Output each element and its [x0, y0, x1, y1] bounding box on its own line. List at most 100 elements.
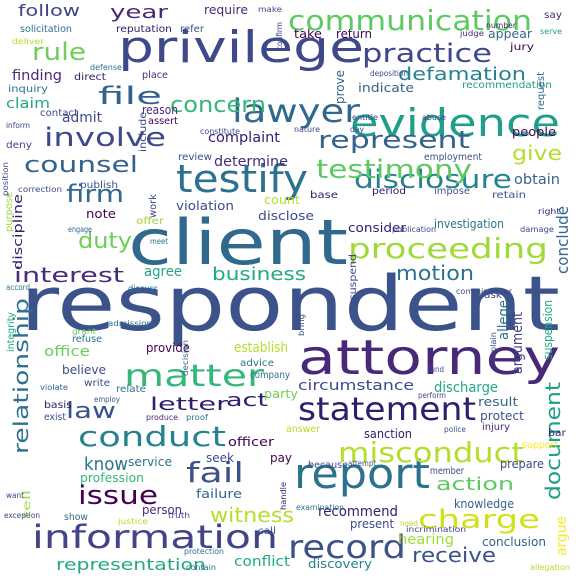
word: proof [186, 413, 208, 422]
word: give [512, 141, 562, 165]
word: relate [116, 384, 146, 395]
word: conclude [553, 206, 572, 274]
word: employ [94, 395, 120, 404]
word: business [212, 264, 306, 285]
word: prove [333, 70, 347, 104]
word: complaint [208, 130, 281, 146]
word: discovery [308, 557, 372, 571]
word: testify [176, 157, 308, 201]
word: information [32, 518, 278, 556]
word: assert [148, 116, 178, 127]
word: letter [150, 394, 229, 415]
word: request [536, 72, 547, 110]
word: allege [496, 300, 512, 340]
word: violation [176, 199, 234, 213]
word: refuse [72, 334, 102, 345]
word: ask [484, 290, 502, 301]
word: basis [44, 400, 72, 411]
word: examination [296, 503, 344, 512]
word: produce [146, 413, 178, 422]
word: confirm [275, 22, 284, 50]
word: right [538, 207, 560, 216]
word: conclusion [482, 535, 546, 549]
word: number [486, 21, 517, 30]
word: perform [418, 391, 446, 400]
word: exist [44, 412, 66, 423]
word: direct [74, 72, 106, 83]
word: bring [297, 314, 306, 336]
word: attempt [348, 459, 376, 468]
word: period [372, 186, 406, 197]
word: bar [548, 428, 567, 439]
word: law [66, 399, 116, 424]
word: note [86, 207, 116, 221]
word: grant [72, 327, 96, 336]
word: admission [108, 319, 152, 328]
word: know [84, 454, 128, 475]
word: appear [488, 27, 532, 41]
word: communication [288, 4, 532, 37]
word: person [142, 503, 182, 517]
word: take [294, 27, 322, 41]
word: interest [14, 263, 124, 287]
word: publication [392, 225, 436, 234]
word: retain [492, 190, 526, 201]
word: fund [428, 365, 444, 374]
word: police [444, 425, 466, 434]
word: testimony [316, 155, 472, 185]
word: act [226, 390, 268, 411]
word: conduct [78, 420, 226, 453]
word: charge [418, 505, 540, 535]
word: action [436, 474, 514, 495]
word: believe [62, 363, 106, 377]
word: meet [150, 237, 168, 246]
word: represent [318, 126, 470, 154]
word: recommendation [462, 80, 552, 91]
word: document [541, 382, 565, 500]
word: party [264, 387, 298, 401]
word: practice [362, 39, 492, 69]
word: defamation [398, 64, 526, 85]
word: member [430, 466, 465, 477]
word: defense [90, 63, 122, 72]
word: argument [510, 312, 526, 374]
word: justice [117, 517, 148, 526]
word: show [64, 512, 88, 523]
word: need [400, 519, 418, 528]
word: file [98, 82, 162, 110]
word: follow [18, 1, 80, 20]
word: disclose [258, 209, 314, 223]
word: base [310, 190, 338, 201]
word: result [478, 395, 518, 409]
word: reason [142, 103, 178, 117]
word: discuss [128, 284, 158, 295]
word: handle [279, 482, 288, 510]
word: impose [434, 186, 470, 197]
word: deliver [12, 37, 45, 46]
word: claim [6, 96, 50, 112]
word: purpose [4, 192, 15, 232]
word: employment [424, 152, 482, 163]
word: integrity [6, 312, 17, 352]
word: support [522, 440, 558, 451]
word: misconduct [338, 436, 524, 469]
word: tell [22, 490, 33, 518]
word: damage [520, 225, 554, 234]
word: respondent [20, 259, 560, 348]
word: prepare [500, 457, 544, 471]
word: recommend [318, 504, 398, 520]
word: obtain [514, 172, 560, 188]
word: attorney [298, 330, 560, 386]
word: inform [6, 121, 30, 130]
word: violate [40, 383, 68, 392]
word: protection [184, 547, 224, 556]
word: make [258, 5, 282, 14]
word: inquiry [8, 84, 48, 95]
word: publish [80, 180, 118, 191]
word: discharge [434, 380, 498, 396]
word: year [110, 2, 169, 23]
word: agree [144, 264, 182, 280]
word: investigation [434, 217, 504, 231]
word: hearing [398, 532, 454, 548]
word: judge [459, 29, 484, 38]
